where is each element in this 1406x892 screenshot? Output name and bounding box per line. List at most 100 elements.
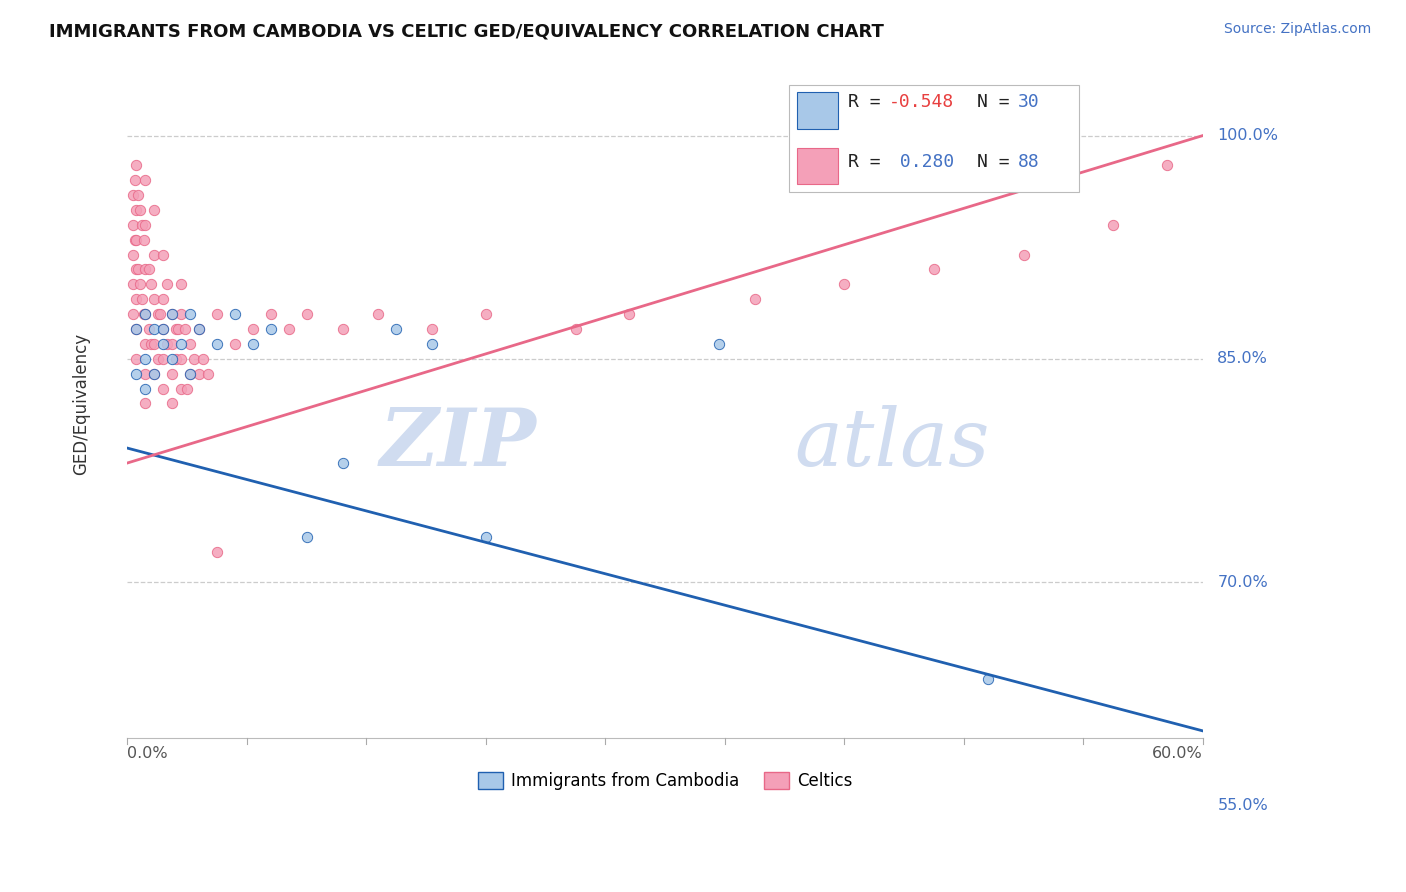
Point — [146, 351, 169, 366]
Point — [179, 307, 201, 321]
Point — [124, 233, 146, 247]
Point — [1156, 158, 1178, 172]
Point — [420, 337, 443, 351]
Point — [131, 292, 153, 306]
Point — [139, 337, 162, 351]
Point — [131, 218, 153, 232]
Point — [277, 322, 299, 336]
Point — [121, 247, 143, 261]
Text: 85.0%: 85.0% — [1218, 351, 1268, 367]
Point — [242, 337, 264, 351]
Point — [143, 367, 166, 381]
Point — [125, 202, 148, 217]
Text: 88: 88 — [1018, 153, 1039, 171]
Text: -0.548: -0.548 — [889, 93, 955, 111]
Point — [170, 307, 193, 321]
Point — [475, 530, 498, 544]
Point — [124, 173, 146, 187]
Point — [332, 456, 354, 470]
Point — [564, 768, 586, 782]
Point — [242, 322, 264, 336]
Point — [170, 382, 193, 396]
Point — [173, 322, 195, 336]
Point — [170, 277, 193, 292]
Text: 55.0%: 55.0% — [1218, 797, 1268, 813]
Point — [166, 322, 188, 336]
Point — [134, 351, 156, 366]
Point — [143, 337, 166, 351]
Point — [160, 307, 183, 321]
Point — [224, 337, 246, 351]
Point — [420, 322, 443, 336]
Point — [654, 768, 676, 782]
Point — [188, 322, 211, 336]
Point — [170, 351, 193, 366]
Text: R =: R = — [848, 93, 880, 111]
Text: 100.0%: 100.0% — [1218, 128, 1278, 143]
Point — [152, 322, 174, 336]
Point — [134, 367, 156, 381]
Point — [156, 337, 179, 351]
Point — [138, 322, 160, 336]
Point — [143, 367, 166, 381]
Point — [138, 262, 160, 277]
Point — [152, 322, 174, 336]
Point — [260, 322, 283, 336]
Point — [160, 351, 183, 366]
Point — [152, 337, 174, 351]
Point — [834, 277, 856, 292]
Point — [179, 367, 201, 381]
Point — [224, 307, 246, 321]
Point — [121, 188, 143, 202]
Point — [205, 545, 228, 559]
Text: N =: N = — [977, 93, 1010, 111]
Text: 0.280: 0.280 — [889, 153, 955, 171]
Point — [1102, 218, 1125, 232]
Point — [160, 396, 183, 410]
Point — [125, 262, 148, 277]
Point — [125, 158, 148, 172]
Point — [134, 382, 156, 396]
Point — [125, 233, 148, 247]
Point — [744, 783, 766, 797]
Text: R =: R = — [848, 153, 880, 171]
Point — [367, 307, 389, 321]
Point — [176, 382, 198, 396]
Point — [121, 307, 143, 321]
Point — [132, 307, 155, 321]
Point — [129, 202, 152, 217]
Point — [134, 307, 156, 321]
Point — [134, 307, 156, 321]
Point — [619, 307, 641, 321]
Point — [125, 292, 148, 306]
Point — [129, 277, 152, 292]
Point — [152, 382, 174, 396]
Point — [132, 233, 155, 247]
Point — [139, 277, 162, 292]
Point — [385, 322, 408, 336]
Point — [332, 322, 354, 336]
Text: GED/Equivalency: GED/Equivalency — [72, 333, 90, 475]
FancyBboxPatch shape — [797, 147, 838, 185]
Point — [125, 351, 148, 366]
Text: 30: 30 — [1018, 93, 1039, 111]
Point — [121, 218, 143, 232]
Text: 60.0%: 60.0% — [1153, 746, 1204, 761]
Point — [260, 307, 283, 321]
Text: 70.0%: 70.0% — [1218, 574, 1268, 590]
Point — [165, 322, 187, 336]
Point — [143, 292, 166, 306]
Point — [205, 337, 228, 351]
Point — [188, 322, 211, 336]
FancyBboxPatch shape — [789, 86, 1080, 193]
Point — [125, 322, 148, 336]
Point — [127, 188, 149, 202]
Point — [134, 262, 156, 277]
FancyBboxPatch shape — [797, 92, 838, 128]
Point — [160, 307, 183, 321]
Point — [152, 292, 174, 306]
Point — [134, 218, 156, 232]
Point — [1012, 247, 1035, 261]
Point — [295, 307, 318, 321]
Point — [143, 247, 166, 261]
